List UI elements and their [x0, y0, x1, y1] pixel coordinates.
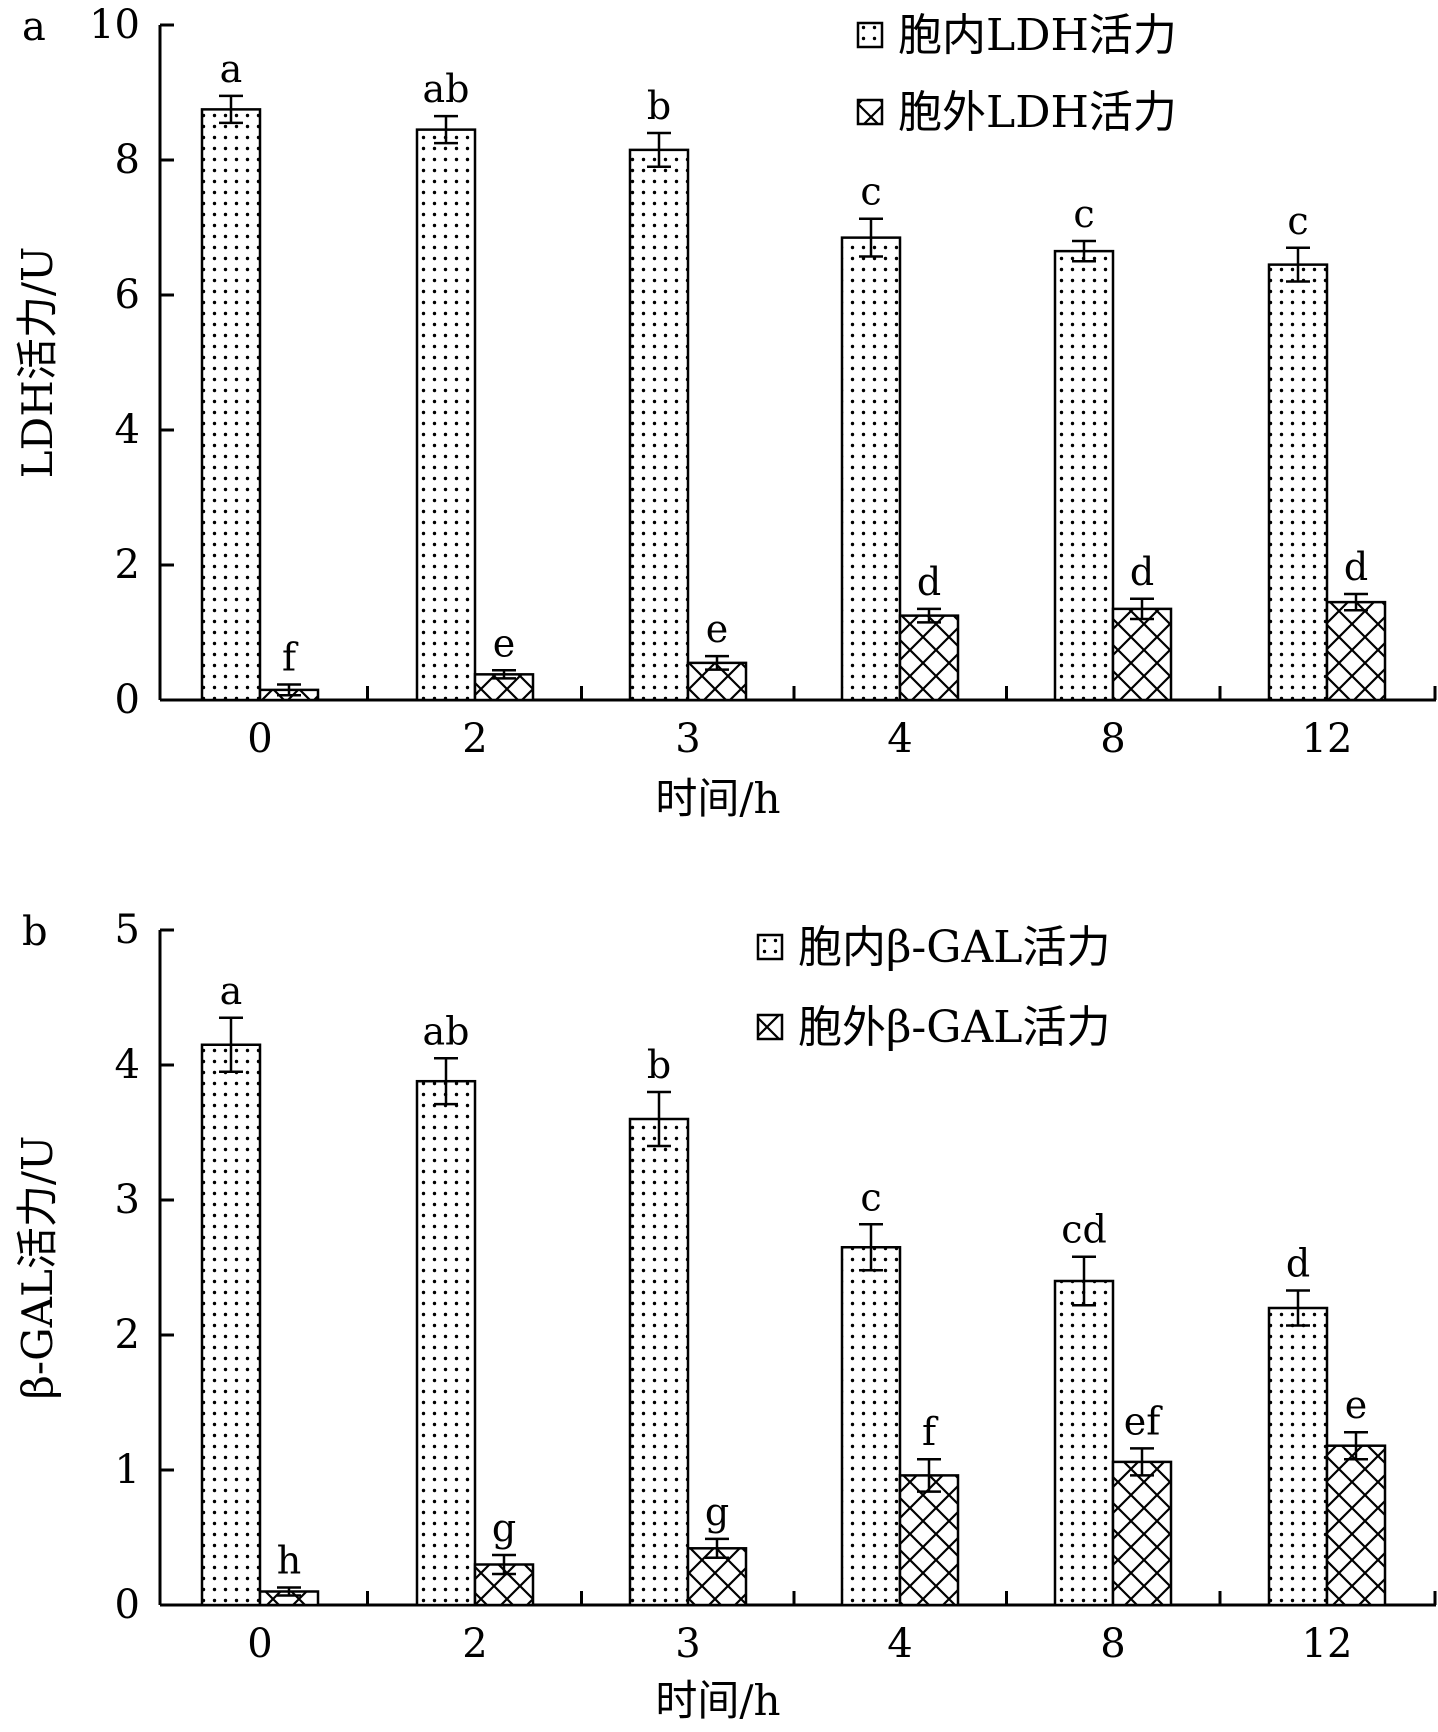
significance-label: ab: [423, 67, 470, 111]
y-tick-label: 4: [115, 407, 140, 453]
bar-extracellular: [898, 614, 960, 702]
bar-intracellular: [628, 1117, 690, 1607]
y-axis-title: β-GAL活力/U: [13, 1136, 62, 1400]
significance-label: d: [1286, 1241, 1310, 1285]
legend-swatch-intracellular: [856, 21, 884, 49]
bar-intracellular: [1053, 1279, 1115, 1607]
significance-label: a: [220, 969, 243, 1013]
y-tick-label: 8: [115, 137, 140, 183]
bar-extracellular: [898, 1474, 960, 1607]
significance-label: e: [706, 607, 729, 651]
x-tick-label: 12: [1302, 1621, 1353, 1667]
significance-label: cd: [1061, 1208, 1107, 1252]
y-tick-label: 5: [115, 907, 140, 953]
bar-intracellular: [628, 148, 690, 702]
x-tick-label: 8: [1100, 1621, 1125, 1667]
significance-label: d: [1344, 545, 1368, 589]
significance-label: c: [860, 170, 881, 214]
significance-label: g: [492, 1506, 516, 1550]
significance-label: c: [860, 1175, 881, 1219]
significance-label: b: [647, 1043, 671, 1087]
x-tick-label: 3: [675, 1621, 700, 1667]
bar-intracellular: [200, 1043, 262, 1607]
x-tick-label: 8: [1100, 716, 1125, 762]
x-tick-label: 12: [1302, 716, 1353, 762]
bar-intracellular: [1053, 249, 1115, 702]
x-tick-label: 2: [462, 1621, 487, 1667]
bar-intracellular: [840, 1246, 902, 1607]
y-tick-label: 0: [115, 1582, 140, 1628]
y-tick-label: 2: [115, 1312, 140, 1358]
y-tick-label: 3: [115, 1177, 140, 1223]
significance-label: e: [493, 621, 516, 665]
legend-swatch-intracellular: [756, 933, 784, 961]
significance-label: d: [1130, 550, 1154, 594]
significance-label: c: [1073, 192, 1094, 236]
significance-label: e: [1345, 1383, 1368, 1427]
x-axis-title: 时间/h: [655, 1676, 780, 1725]
bar-extracellular: [1111, 1460, 1173, 1607]
bar-extracellular: [1325, 600, 1387, 702]
legend-swatch-extracellular: [856, 98, 884, 126]
x-tick-label: 0: [247, 1621, 272, 1667]
bar-extracellular: [1111, 607, 1173, 702]
panel-label: a: [22, 4, 46, 50]
y-tick-label: 10: [89, 2, 140, 48]
bar-intracellular: [840, 236, 902, 702]
y-tick-label: 6: [115, 272, 140, 318]
significance-label: f: [922, 1410, 939, 1454]
significance-label: d: [917, 560, 941, 604]
bar-extracellular: [1325, 1444, 1387, 1607]
bar-intracellular: [415, 1079, 477, 1607]
y-tick-label: 4: [115, 1042, 140, 1088]
legend-swatch-extracellular: [756, 1013, 784, 1041]
significance-label: f: [282, 635, 299, 679]
significance-label: h: [277, 1538, 301, 1582]
chart-panel-a: a 0 2 4 6 8 10 0 2 3 4 8 12 时间/h LDH活力/U a ab b c c c f e e d d d 胞…: [13, 2, 1437, 823]
x-tick-label: 2: [462, 716, 487, 762]
x-tick-label: 4: [887, 716, 912, 762]
significance-label: ef: [1124, 1399, 1163, 1443]
x-axis-title: 时间/h: [655, 774, 780, 823]
significance-label: b: [647, 84, 671, 128]
legend-label: 胞内LDH活力: [898, 10, 1177, 61]
y-tick-label: 2: [115, 542, 140, 588]
bar-intracellular: [1267, 263, 1329, 702]
significance-label: g: [705, 1490, 729, 1534]
significance-label: ab: [423, 1009, 470, 1053]
y-tick-label: 0: [115, 677, 140, 723]
legend-label: 胞内β-GAL活力: [798, 922, 1110, 973]
x-tick-label: 3: [675, 716, 700, 762]
significance-label: a: [220, 47, 243, 91]
bar-intracellular: [1267, 1306, 1329, 1607]
bar-intracellular: [200, 108, 262, 702]
legend-label: 胞外β-GAL活力: [798, 1002, 1110, 1053]
x-tick-label: 4: [887, 1621, 912, 1667]
y-tick-label: 1: [115, 1447, 140, 1493]
x-tick-label: 0: [247, 716, 272, 762]
y-axis-title: LDH活力/U: [13, 247, 62, 479]
legend-label: 胞外LDH活力: [898, 87, 1177, 138]
significance-label: c: [1287, 199, 1308, 243]
bar-intracellular: [415, 128, 477, 702]
panel-label: b: [22, 909, 48, 955]
